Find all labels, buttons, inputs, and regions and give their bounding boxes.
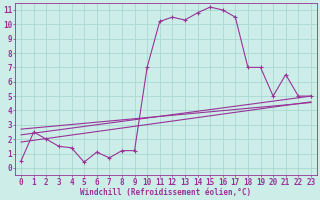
X-axis label: Windchill (Refroidissement éolien,°C): Windchill (Refroidissement éolien,°C) — [80, 188, 252, 197]
